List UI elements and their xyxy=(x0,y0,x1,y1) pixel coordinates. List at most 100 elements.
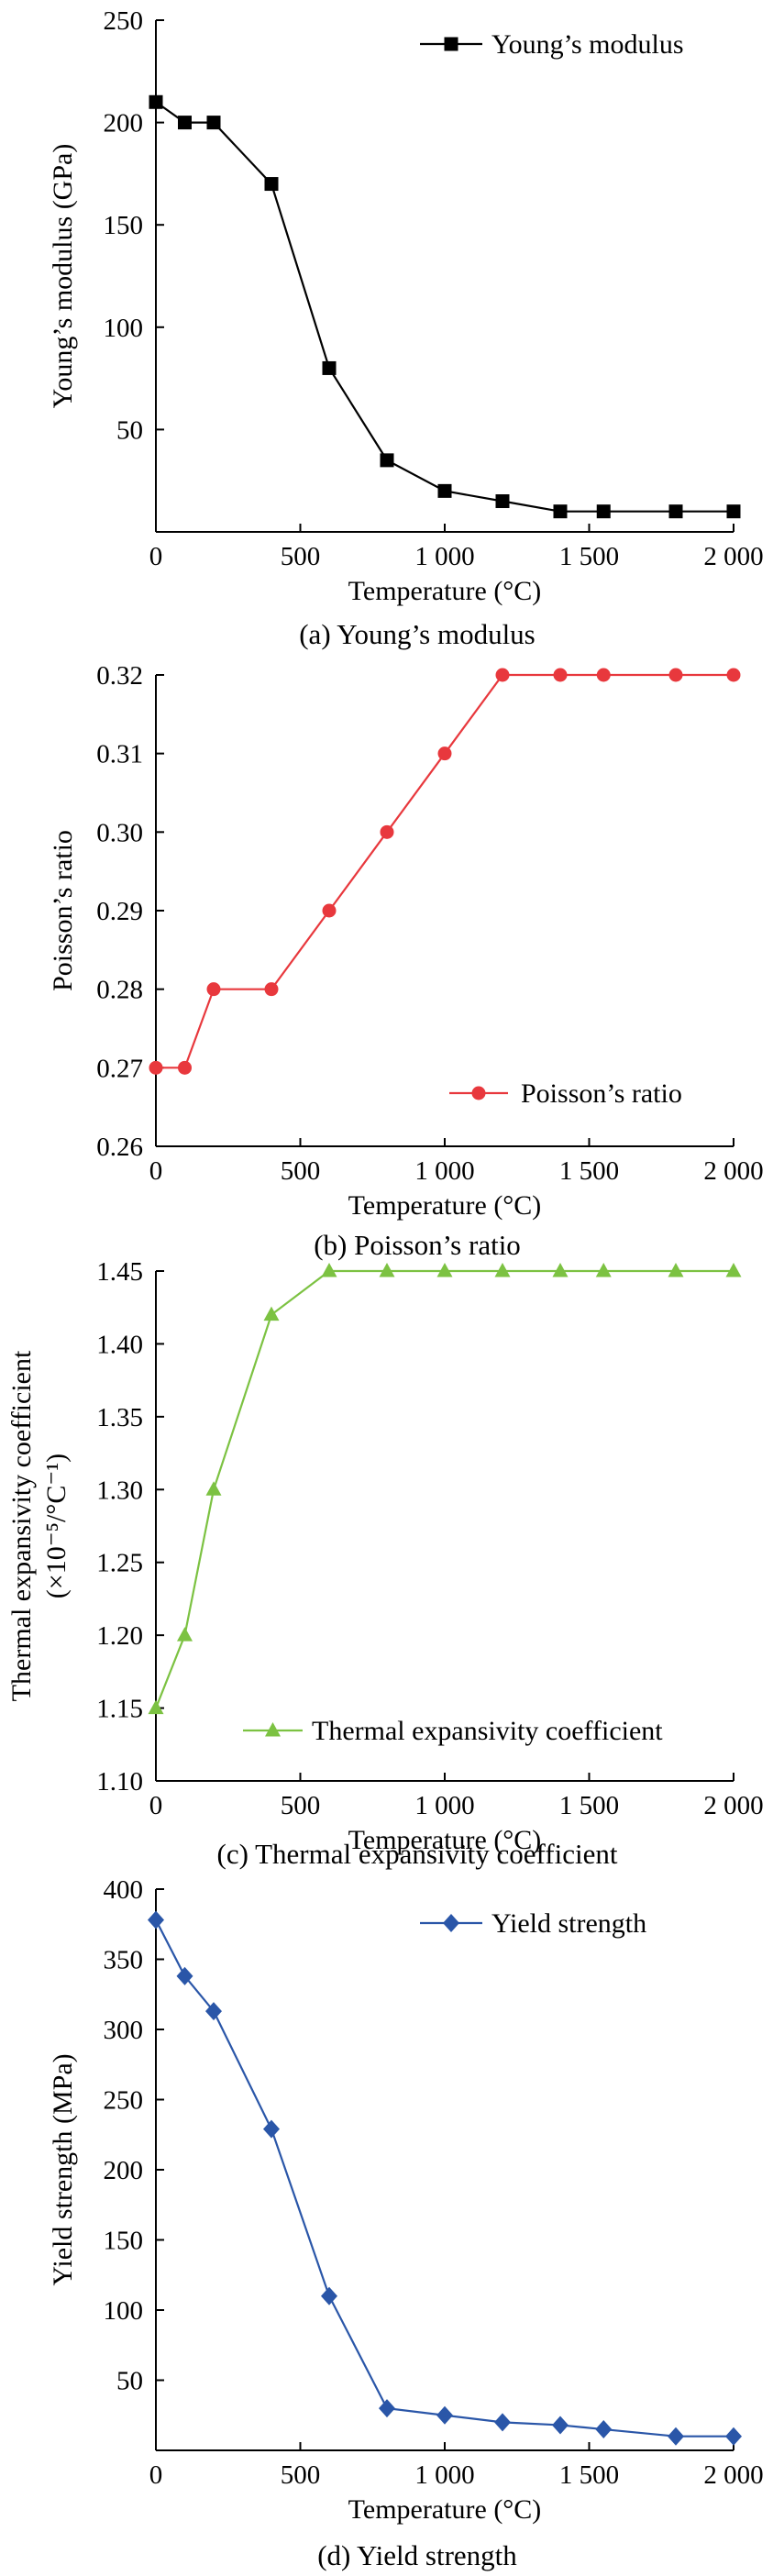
data-point xyxy=(264,177,279,192)
y-axis-title: (×10⁻⁵/°C⁻¹) xyxy=(41,1454,72,1598)
y-tick-label: 0.29 xyxy=(96,897,143,926)
legend-marker xyxy=(471,1086,486,1100)
y-tick-label: 1.25 xyxy=(96,1549,143,1578)
data-point xyxy=(321,1263,337,1277)
figure-caption: (c) Thermal expansivity coefficient xyxy=(217,1838,618,1870)
data-point xyxy=(379,1263,395,1277)
data-point xyxy=(264,982,279,997)
data-point xyxy=(437,483,452,498)
data-point xyxy=(436,1263,453,1277)
x-tick-label: 1 000 xyxy=(414,1156,474,1186)
data-point xyxy=(263,2119,280,2139)
data-point xyxy=(552,1263,569,1277)
data-point xyxy=(380,453,394,468)
series-line xyxy=(156,673,734,1069)
data-point xyxy=(668,1263,684,1277)
data-point xyxy=(596,504,611,519)
legend-label: Yield strength xyxy=(491,1908,646,1939)
y-tick-label: 1.40 xyxy=(96,1330,143,1359)
y-tick-label: 100 xyxy=(104,2296,144,2326)
y-tick-label: 200 xyxy=(104,2156,144,2185)
data-point xyxy=(553,668,568,682)
data-point xyxy=(321,2286,337,2305)
series-line xyxy=(154,1269,734,1708)
x-tick-label: 500 xyxy=(281,542,321,571)
y-tick-label: 250 xyxy=(104,6,144,36)
x-axis-title: Temperature (°C) xyxy=(348,1825,542,1855)
y-tick-label: 250 xyxy=(104,2086,144,2116)
data-point xyxy=(322,903,337,918)
data-point xyxy=(668,504,683,519)
chart-panel-3: 0 500 1 000 1 500 2 000 1.10 1.15 1.20 1.25 1.30 1… xyxy=(6,1257,764,1870)
x-tick-label: 2 000 xyxy=(703,1791,763,1820)
series-line xyxy=(155,1919,734,2438)
data-point xyxy=(437,746,452,761)
data-point xyxy=(178,1060,192,1075)
data-point xyxy=(595,2420,613,2439)
x-tick-label: 1 000 xyxy=(414,2460,474,2490)
x-tick-label: 2 000 xyxy=(703,542,763,571)
series-line xyxy=(155,101,734,513)
data-point xyxy=(206,982,221,997)
data-point xyxy=(494,1263,511,1277)
data-point xyxy=(178,116,192,130)
x-tick-label: 1 000 xyxy=(414,542,474,571)
y-tick-label: 400 xyxy=(104,1875,144,1905)
y-tick-label: 0.27 xyxy=(96,1054,143,1083)
data-point xyxy=(149,94,163,109)
data-point xyxy=(668,668,683,682)
data-point xyxy=(726,668,741,682)
y-tick-label: 150 xyxy=(104,2227,144,2256)
chart-panel-1: 0 500 1 000 1 500 2 000 50 100 150 200 250 Tempera… xyxy=(48,6,764,650)
x-tick-label: 1 500 xyxy=(559,542,619,571)
x-tick-label: 1 000 xyxy=(414,1791,474,1820)
x-tick-label: 500 xyxy=(281,1791,321,1820)
y-axis-title: Yield strength (MPa) xyxy=(48,2053,78,2285)
data-point xyxy=(379,2399,395,2418)
data-point xyxy=(553,504,568,519)
data-point xyxy=(322,360,337,375)
x-tick-label: 1 500 xyxy=(559,1156,619,1186)
x-tick-label: 2 000 xyxy=(703,2460,763,2490)
x-tick-label: 500 xyxy=(281,1156,321,1186)
figure-caption: (d) Yield strength xyxy=(317,2539,517,2571)
y-tick-label: 200 xyxy=(104,109,144,138)
data-point xyxy=(436,2405,453,2425)
data-point xyxy=(206,116,221,130)
y-tick-label: 1.45 xyxy=(96,1257,143,1287)
x-axis-title: Temperature (°C) xyxy=(348,2494,542,2525)
legend-label: Poisson’s ratio xyxy=(521,1078,682,1109)
y-tick-label: 350 xyxy=(104,1946,144,1975)
data-point xyxy=(595,1263,612,1277)
x-axis-title: Temperature (°C) xyxy=(348,576,542,606)
data-point xyxy=(149,1060,163,1075)
data-point xyxy=(495,668,510,682)
y-tick-label: 0.28 xyxy=(96,976,143,1005)
y-tick-label: 1.10 xyxy=(96,1767,143,1797)
data-point xyxy=(263,1306,280,1321)
y-tick-label: 50 xyxy=(116,2367,143,2396)
data-point xyxy=(725,1263,742,1277)
legend-marker xyxy=(265,1722,281,1737)
y-tick-label: 0.26 xyxy=(96,1133,143,1162)
legend-marker xyxy=(443,1914,459,1932)
data-point xyxy=(380,824,394,839)
data-point xyxy=(148,1910,164,1929)
y-axis-title: Thermal expansivity coefficient xyxy=(6,1350,37,1701)
x-tick-label: 0 xyxy=(149,1156,163,1186)
y-tick-label: 1.15 xyxy=(96,1695,143,1724)
legend-label: Young’s modulus xyxy=(491,29,684,60)
data-point xyxy=(552,2416,569,2435)
data-point xyxy=(177,1627,193,1642)
y-tick-label: 0.32 xyxy=(96,661,143,691)
y-tick-label: 150 xyxy=(104,211,144,240)
y-tick-label: 100 xyxy=(104,314,144,343)
legend-marker xyxy=(444,37,458,51)
x-tick-label: 500 xyxy=(281,2460,321,2490)
data-point xyxy=(495,494,510,509)
legend-label: Thermal expansivity coefficient xyxy=(312,1716,663,1746)
figure-caption: (b) Poisson’s ratio xyxy=(314,1229,521,1261)
y-tick-label: 50 xyxy=(116,415,143,445)
x-tick-label: 0 xyxy=(149,542,163,571)
data-point xyxy=(668,2427,684,2446)
